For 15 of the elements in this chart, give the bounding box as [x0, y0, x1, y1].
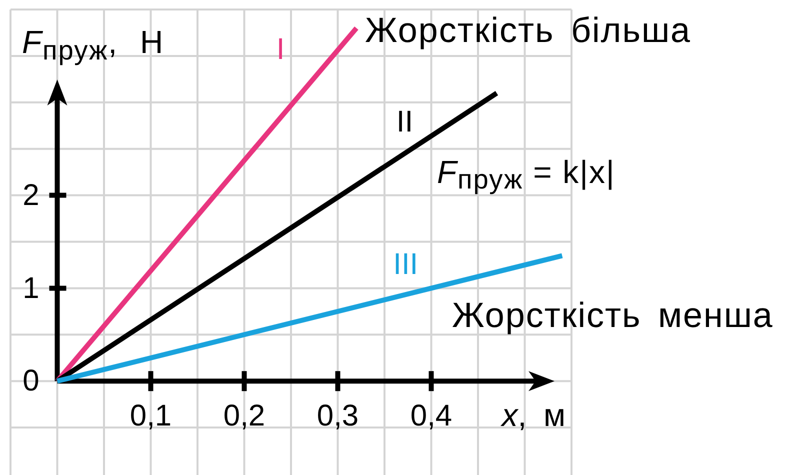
x-tick-label: 0,1: [130, 399, 172, 432]
series-label: I: [276, 32, 285, 66]
series-label: II: [396, 105, 414, 138]
annotation: Жорсткість менша: [452, 296, 774, 334]
y-tick-label: 0: [22, 364, 40, 398]
x-tick-label: 0,2: [223, 399, 266, 432]
y-tick-label: 1: [22, 272, 40, 305]
x-axis-title: x, м: [500, 397, 566, 434]
annotation: Жорсткість більша: [365, 10, 691, 50]
y-tick-label: 2: [22, 178, 40, 212]
annotation: F$_{пруж}$ = k|x|: [437, 154, 616, 194]
x-tick-label: 0,4: [410, 399, 452, 432]
series-label: III: [393, 248, 418, 282]
x-tick-label: 0,3: [316, 399, 359, 432]
y-axis-title: F$_{пруж}$, Н: [22, 24, 164, 66]
